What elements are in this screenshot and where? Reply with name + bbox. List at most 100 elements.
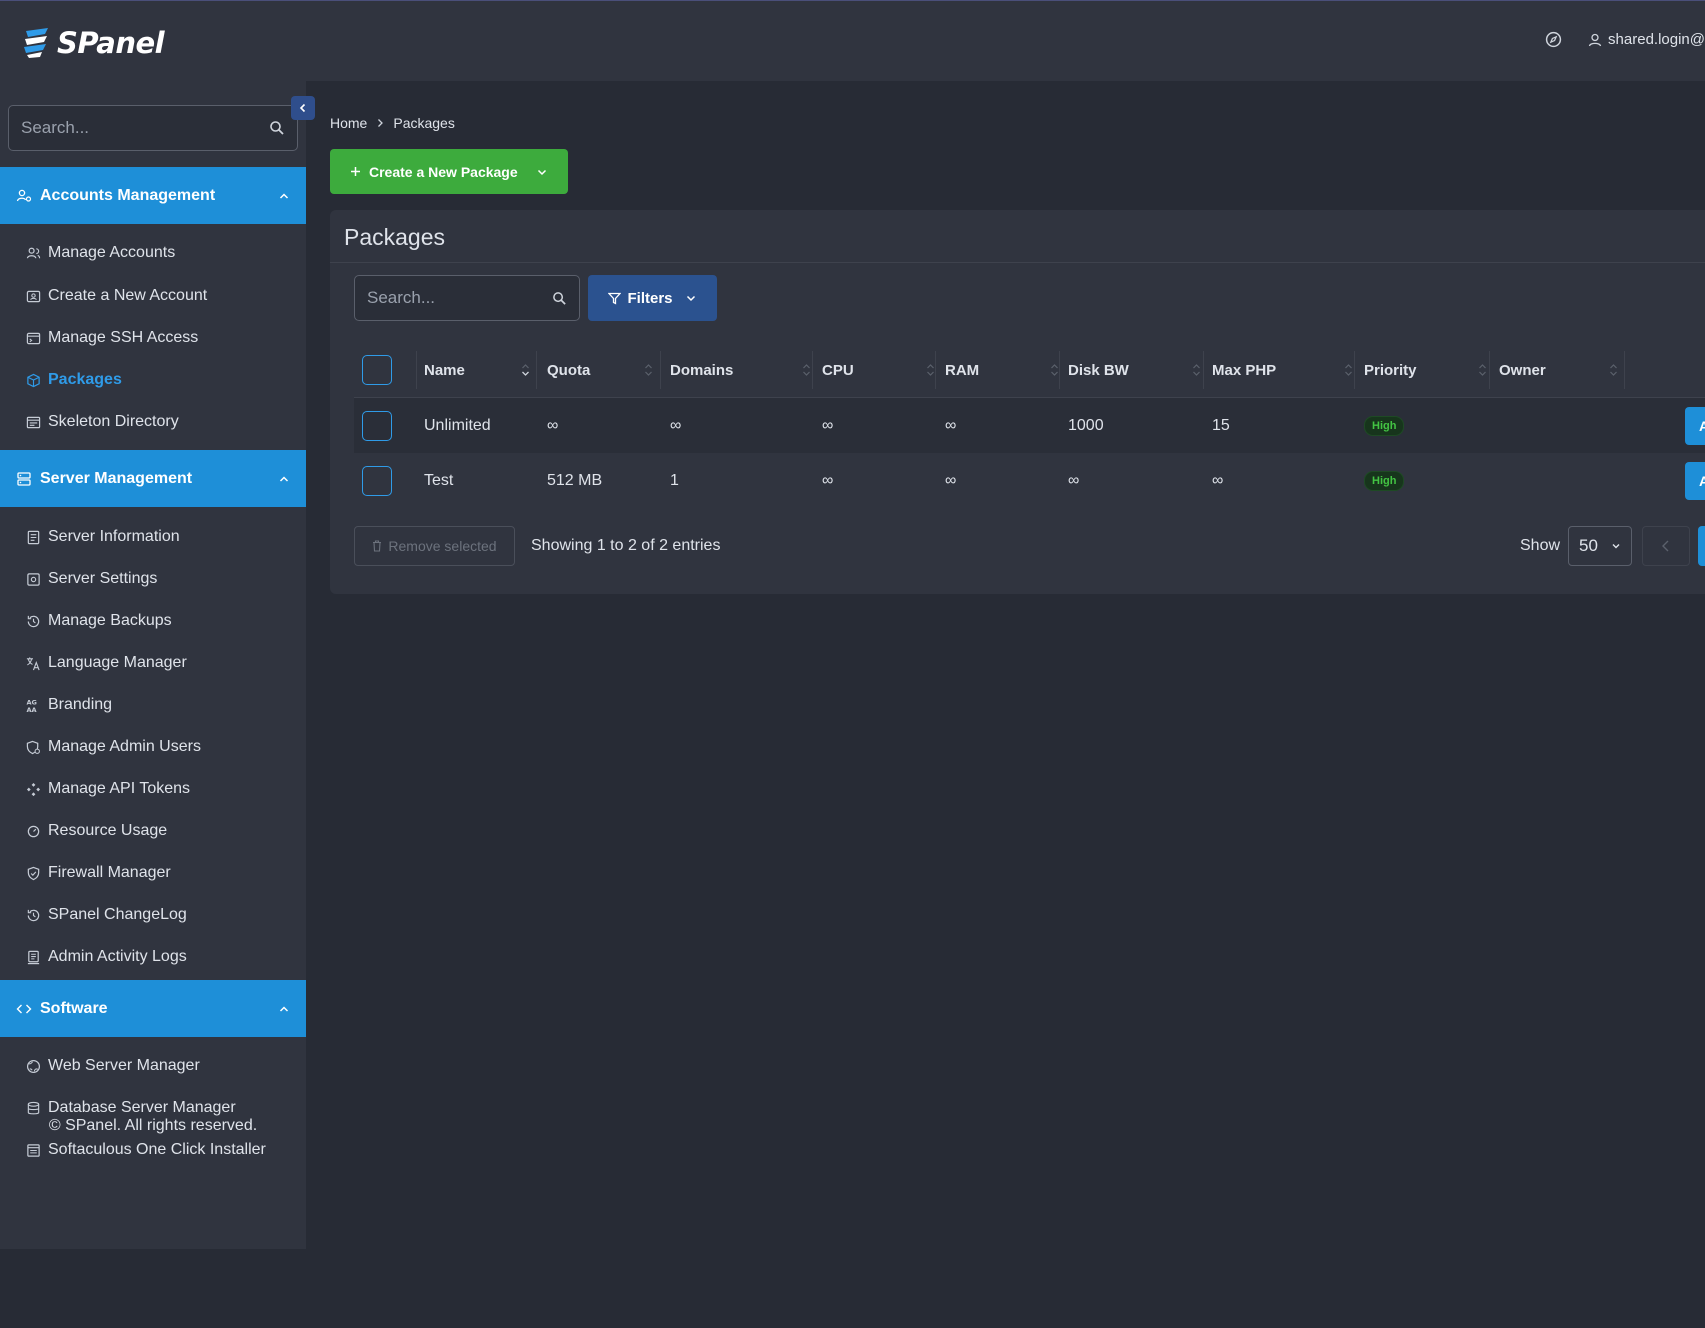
chevron-left-icon	[299, 103, 306, 113]
search-icon[interactable]	[269, 120, 285, 136]
sidebar-item-label: Admin Activity Logs	[48, 948, 187, 965]
sidebar-item-label: SPanel ChangeLog	[48, 906, 187, 923]
sidebar-item-label: Skeleton Directory	[48, 413, 179, 430]
previous-page-button[interactable]	[1642, 526, 1690, 566]
column-header-priority[interactable]: Priority	[1364, 361, 1417, 379]
sort-icon[interactable]	[1192, 343, 1201, 397]
column-header-cpu[interactable]: CPU	[822, 361, 854, 379]
sidebar-item-label: Language Manager	[48, 654, 187, 671]
row-checkbox[interactable]	[362, 398, 392, 453]
filters-button[interactable]: Filters	[588, 275, 717, 321]
sidebar-item-branding[interactable]: AG AA Branding	[25, 693, 112, 717]
sidebar-item-admin-activity-logs[interactable]: Admin Activity Logs	[25, 945, 187, 969]
user-menu[interactable]: shared.login@	[1588, 31, 1705, 48]
column-header-max-php[interactable]: Max PHP	[1212, 361, 1277, 379]
brand-name: SPanel	[57, 26, 165, 60]
sidebar-item-label: Manage Admin Users	[48, 738, 201, 755]
page-button-1[interactable]	[1698, 526, 1705, 566]
row-checkbox[interactable]	[362, 453, 392, 508]
sidebar-item-resource-usage[interactable]: Resource Usage	[25, 819, 167, 843]
section-server-management[interactable]: Server Management	[0, 450, 306, 507]
sidebar-item-language-manager[interactable]: Language Manager	[25, 651, 187, 675]
select-all-checkbox[interactable]	[362, 343, 392, 397]
column-header-ram[interactable]: RAM	[945, 361, 980, 379]
sort-icon[interactable]	[1050, 343, 1059, 397]
sidebar-item-packages[interactable]: Packages	[25, 368, 122, 392]
column-header-owner[interactable]: Owner	[1499, 361, 1546, 379]
column-header-domains[interactable]: Domains	[670, 361, 734, 379]
admin-shield-icon	[25, 739, 41, 755]
sort-icon[interactable]	[1478, 343, 1487, 397]
row-action-button[interactable]: A	[1685, 407, 1705, 445]
sidebar-item-label: Branding	[48, 696, 113, 713]
entries-info: Showing 1 to 2 of 2 entries	[531, 537, 721, 554]
column-header-disk-bw[interactable]: Disk BW	[1068, 361, 1129, 379]
card-title: Packages	[344, 224, 446, 250]
sort-icon[interactable]	[1609, 343, 1618, 397]
sidebar-item-manage-admin-users[interactable]: Manage Admin Users	[25, 735, 201, 759]
log-icon	[25, 949, 41, 965]
search-icon[interactable]	[552, 291, 567, 306]
database-icon	[25, 1100, 41, 1116]
sidebar-collapse-button[interactable]	[291, 96, 315, 120]
terminal-icon	[25, 330, 41, 346]
sidebar-item-server-information[interactable]: Server Information	[25, 525, 180, 549]
add-account-icon	[25, 288, 41, 304]
sort-icon[interactable]	[1344, 343, 1353, 397]
sidebar-item-skeleton-directory[interactable]: Skeleton Directory	[25, 410, 179, 434]
sidebar-item-create-account[interactable]: Create a New Account	[25, 284, 207, 308]
column-header-quota[interactable]: Quota	[547, 361, 591, 379]
create-package-button[interactable]: Create a New Package	[330, 149, 568, 194]
row-action-label: A	[1699, 418, 1705, 434]
remove-selected-label: Remove selected	[388, 538, 497, 554]
column-header-name[interactable]: Name	[424, 361, 465, 379]
sidebar-item-firewall-manager[interactable]: Firewall Manager	[25, 861, 171, 885]
sidebar-item-manage-accounts[interactable]: Manage Accounts	[25, 241, 175, 265]
sidebar-item-manage-api-tokens[interactable]: Manage API Tokens	[25, 777, 190, 801]
sort-icon[interactable]	[644, 343, 653, 397]
table-search-input[interactable]	[367, 288, 552, 308]
row-action-button[interactable]: A	[1685, 462, 1705, 500]
sidebar-search	[8, 105, 298, 151]
breadcrumb: Home Packages	[330, 115, 455, 131]
logo[interactable]: SPanel	[22, 23, 165, 63]
per-page-select[interactable]: 50	[1568, 526, 1632, 566]
priority-badge: High	[1364, 415, 1405, 436]
breadcrumb-home[interactable]: Home	[330, 115, 368, 131]
sidebar-item-softaculous[interactable]: Softaculous One Click Installer	[25, 1138, 266, 1162]
cell-quota: 512 MB	[547, 471, 603, 489]
sidebar-item-manage-backups[interactable]: Manage Backups	[25, 609, 172, 633]
sidebar-item-label: Database Server Manager	[48, 1099, 236, 1116]
section-software[interactable]: Software	[0, 980, 306, 1037]
sort-icon[interactable]	[802, 343, 811, 397]
chevron-up-icon[interactable]	[278, 1003, 290, 1015]
user-icon	[1588, 33, 1602, 46]
sort-desc-icon[interactable]	[521, 343, 530, 397]
sidebar-item-spanel-changelog[interactable]: SPanel ChangeLog	[25, 903, 187, 927]
sidebar-item-database-server-manager[interactable]: Database Server Manager	[25, 1096, 236, 1120]
sidebar-item-label: Resource Usage	[48, 822, 168, 839]
sort-icon[interactable]	[926, 343, 935, 397]
cell-max-php: 15	[1212, 416, 1230, 434]
table-row: Unlimited ∞ ∞ ∞ ∞ 1000 15 High A	[354, 398, 1705, 453]
card-divider	[330, 262, 1705, 263]
branding-icon: AG AA	[25, 697, 41, 713]
user-email: shared.login@	[1608, 31, 1705, 48]
sidebar-item-label: Firewall Manager	[48, 864, 171, 881]
sidebar-item-server-settings[interactable]: Server Settings	[25, 567, 157, 591]
packages-card: Packages Filters Name Quota Domains CPU …	[330, 210, 1705, 594]
table-row: Test 512 MB 1 ∞ ∞ ∞ ∞ High A	[354, 453, 1705, 508]
sidebar-search-input[interactable]	[21, 118, 269, 138]
api-icon	[25, 781, 41, 797]
chevron-up-icon[interactable]	[278, 473, 290, 485]
sidebar-item-web-server-manager[interactable]: Web Server Manager	[25, 1054, 200, 1078]
compass-icon[interactable]	[1545, 31, 1562, 48]
section-accounts-management[interactable]: Accounts Management	[0, 167, 306, 224]
remove-selected-button[interactable]: Remove selected	[354, 526, 515, 566]
chevron-up-icon[interactable]	[278, 190, 290, 202]
sidebar-item-manage-ssh[interactable]: Manage SSH Access	[25, 326, 198, 350]
sidebar-item-label: Manage SSH Access	[48, 329, 199, 346]
sidebar-item-label: Manage Backups	[48, 612, 172, 629]
table-header: Name Quota Domains CPU RAM Disk BW Max P…	[354, 343, 1705, 398]
filter-icon	[608, 292, 622, 305]
